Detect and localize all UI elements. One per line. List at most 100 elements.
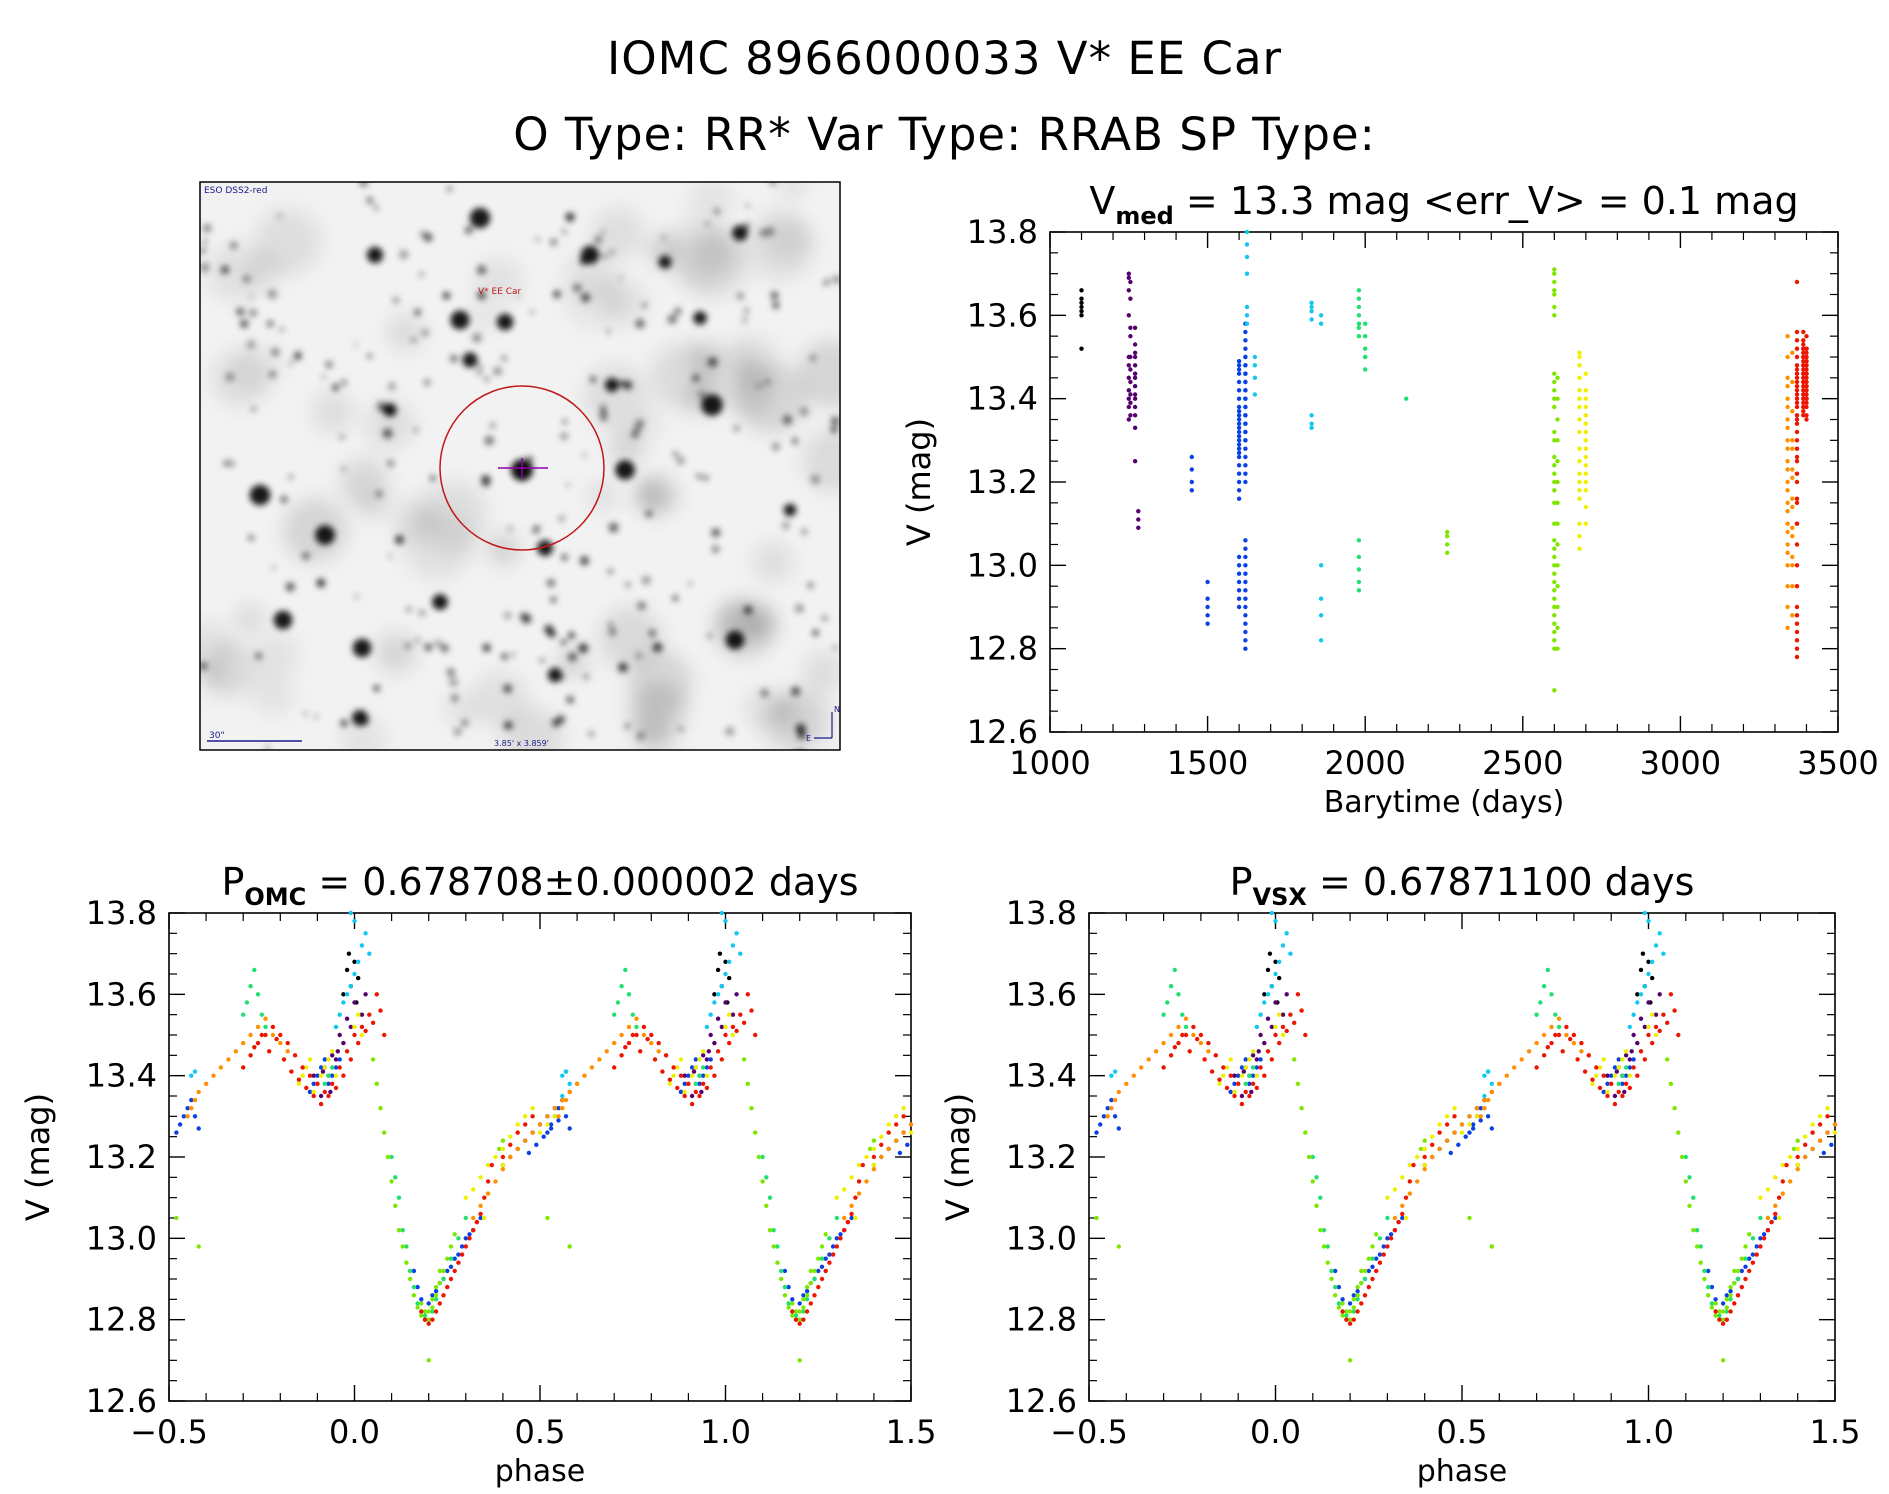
data-point (801, 1305, 806, 1310)
series-group7 (1217, 1012, 1838, 1221)
sky-star (332, 384, 339, 391)
data-point (1347, 1309, 1353, 1314)
data-point (1801, 350, 1806, 355)
data-point (1801, 375, 1806, 380)
data-point (834, 1195, 839, 1200)
y-tick-label: 13.2 (1006, 1138, 1077, 1176)
data-point (263, 1016, 268, 1021)
data-point (1265, 1016, 1271, 1021)
data-point (1318, 613, 1324, 618)
data-point (701, 1081, 706, 1087)
data-point (1541, 1032, 1547, 1038)
sky-star (340, 435, 344, 440)
data-point (801, 1293, 806, 1298)
data-point (552, 1106, 557, 1111)
compass-icon (814, 712, 833, 739)
data-point (1801, 400, 1806, 405)
series-group4 (189, 910, 743, 1099)
data-point (908, 1130, 914, 1135)
data-point (842, 1228, 847, 1233)
sky-star (641, 302, 648, 308)
sky-star (361, 717, 370, 726)
data-point (1720, 1309, 1726, 1314)
data-point (278, 1040, 283, 1046)
y-tick-label: 12.8 (86, 1301, 157, 1339)
sky-star (387, 459, 395, 467)
data-point (1444, 1138, 1450, 1143)
data-point (619, 1053, 624, 1058)
sky-star (565, 482, 571, 488)
sky-star (413, 428, 418, 432)
data-point (1356, 304, 1362, 310)
data-point (1804, 375, 1809, 380)
data-point (1161, 1012, 1166, 1017)
data-point (500, 1154, 506, 1160)
data-point (1258, 1057, 1263, 1062)
data-point (1583, 438, 1589, 443)
data-point (1236, 438, 1242, 443)
data-point (1605, 1081, 1610, 1087)
data-point (1482, 1097, 1487, 1103)
data-point (1126, 417, 1132, 422)
data-point (1750, 1260, 1756, 1265)
data-point (1392, 1187, 1398, 1192)
data-point (871, 1138, 877, 1143)
data-point (1292, 1020, 1297, 1025)
data-point (1794, 371, 1800, 376)
data-point (1388, 1232, 1394, 1237)
sky-star (366, 197, 373, 204)
chart-title-subscript: OMC (244, 883, 306, 911)
series-group5 (1356, 288, 1409, 593)
data-point (1079, 313, 1084, 318)
data-point (697, 1081, 702, 1087)
chart-title-main: V (1089, 179, 1115, 223)
data-point (1694, 1228, 1700, 1233)
data-point (1728, 1297, 1733, 1302)
data-point (1549, 1040, 1554, 1046)
data-point (419, 1301, 424, 1306)
data-point (1638, 967, 1644, 973)
data-point (1366, 1284, 1372, 1290)
data-point (1631, 1012, 1636, 1017)
data-point (819, 1244, 825, 1249)
data-point (1773, 1175, 1778, 1180)
data-point (1794, 500, 1800, 505)
sky-star (277, 213, 282, 218)
sky-star (266, 320, 274, 328)
sky-star (583, 673, 590, 680)
data-point (1126, 313, 1132, 318)
data-point (1205, 596, 1210, 601)
data-point (615, 1000, 621, 1005)
data-point (1471, 1126, 1476, 1131)
sky-star (388, 554, 392, 558)
data-point (1247, 1093, 1252, 1099)
data-point (1728, 1309, 1733, 1314)
data-point (320, 1069, 326, 1074)
data-point (1646, 1000, 1651, 1005)
data-point (489, 1162, 494, 1168)
data-point (1126, 388, 1132, 393)
sky-star (741, 317, 748, 323)
data-point (292, 1053, 298, 1058)
data-point (675, 1065, 680, 1070)
data-point (433, 1293, 439, 1298)
data-point (530, 1130, 535, 1135)
data-point (181, 1114, 186, 1119)
data-point (426, 1309, 431, 1314)
data-point (1359, 1268, 1364, 1274)
data-point (804, 1297, 810, 1302)
data-point (717, 951, 723, 956)
data-point (868, 1146, 873, 1152)
data-point (1329, 1268, 1334, 1274)
data-point (1128, 392, 1133, 397)
data-point (1657, 931, 1662, 936)
sky-star-bright (658, 255, 672, 269)
data-point (1743, 1244, 1748, 1249)
data-point (612, 1040, 617, 1046)
data-point (1126, 375, 1132, 380)
sky-star (705, 222, 710, 226)
data-point (1785, 396, 1790, 401)
data-point (411, 1293, 417, 1298)
data-point (778, 1268, 784, 1274)
y-tick-label: 13.4 (967, 380, 1038, 418)
